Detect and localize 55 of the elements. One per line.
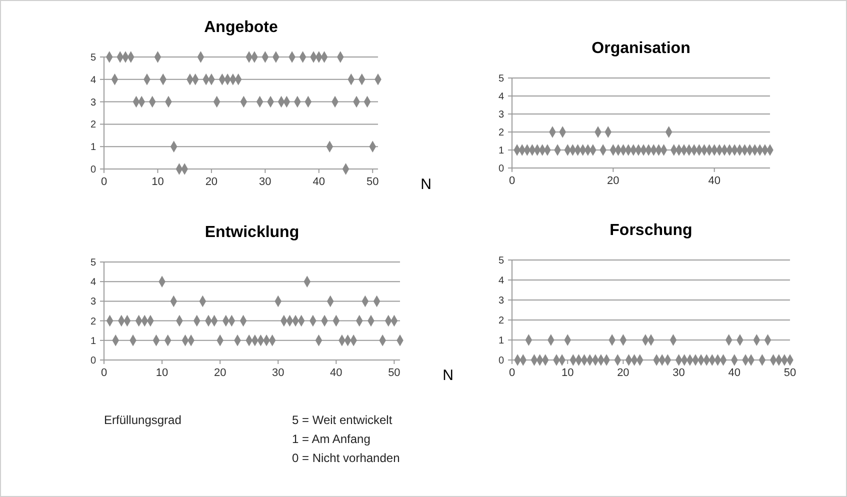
y-tick-label: 2 (498, 316, 504, 326)
y-tick-label: 3 (90, 97, 96, 108)
x-tick-label: 0 (508, 175, 516, 187)
text: 5 = Weit entwickelt (292, 413, 393, 427)
x-tick-label: 40 (728, 367, 741, 379)
y-tick-label: 0 (90, 356, 96, 366)
x-tick-label: 30 (259, 176, 272, 188)
y-tick-label: 4 (498, 276, 504, 286)
y-tick-label: 5 (90, 258, 96, 268)
x-tick-label: 30 (672, 367, 685, 379)
y-tick-label: 1 (90, 336, 96, 347)
y-tick-label: 2 (498, 128, 504, 138)
x-tick-label: 20 (205, 176, 218, 188)
y-tick-label: 1 (498, 336, 504, 346)
x-tick-label: 30 (272, 367, 284, 379)
x-tick-label: 40 (330, 367, 342, 379)
y-tick-label: 4 (90, 74, 96, 86)
y-tick-label: 0 (498, 356, 504, 366)
chart-title: Angebote (204, 19, 278, 36)
x-tick-label: 40 (312, 176, 326, 188)
y-tick-label: 4 (498, 92, 504, 102)
x-tick-label: 50 (784, 367, 796, 379)
chart-title: Organisation (592, 40, 690, 57)
y-tick-label: 0 (498, 164, 504, 174)
x-axis-title: N (442, 367, 454, 384)
y-tick-label: 3 (498, 296, 504, 306)
y-tick-label: 1 (498, 146, 504, 156)
x-tick-label: 0 (100, 367, 108, 379)
y-tick-label: 4 (90, 277, 96, 288)
x-tick-label: 10 (156, 367, 168, 379)
chart-title: Forschung (610, 222, 692, 239)
text: 0 = Nicht vorhanden (292, 451, 400, 465)
y-tick-label: 2 (90, 120, 96, 131)
text: Erfüllungsgrad (104, 413, 182, 427)
y-tick-label: 0 (90, 164, 96, 176)
y-tick-label: 5 (90, 52, 96, 64)
x-tick-label: 0 (508, 367, 516, 379)
y-tick-label: 3 (90, 296, 96, 308)
x-tick-label: 50 (388, 367, 400, 379)
x-tick-label: 50 (366, 176, 379, 188)
x-tick-label: 10 (152, 176, 164, 188)
y-tick-label: 5 (498, 256, 504, 266)
y-tick-label: 1 (90, 142, 96, 154)
x-tick-label: 0 (100, 176, 108, 188)
x-tick-label: 20 (607, 175, 620, 187)
y-tick-label: 5 (498, 74, 504, 84)
chart-title: Entwicklung (204, 224, 300, 241)
y-tick-label: 3 (498, 110, 504, 120)
x-tick-label: 40 (708, 175, 720, 187)
text: 1 = Am Anfang (292, 432, 370, 446)
x-tick-label: 10 (561, 367, 574, 379)
x-tick-label: 20 (214, 367, 226, 379)
x-tick-label: 20 (617, 367, 630, 379)
x-axis-title: N (420, 176, 432, 193)
y-tick-label: 2 (90, 316, 96, 328)
